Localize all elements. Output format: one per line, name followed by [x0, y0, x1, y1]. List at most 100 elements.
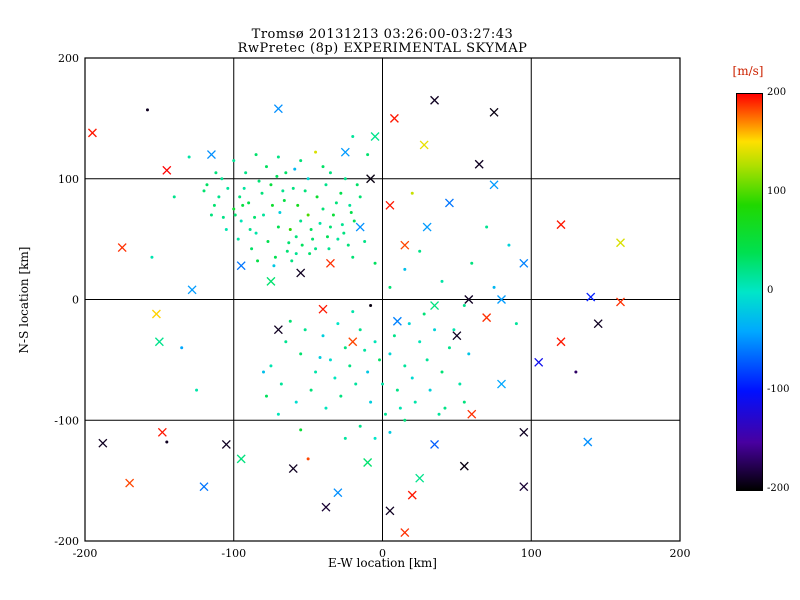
data-point-dot: [433, 328, 437, 332]
data-point-cross: [464, 295, 474, 304]
data-point-cross: [162, 165, 172, 175]
data-point-dot: [299, 352, 303, 356]
data-point-dot: [369, 400, 373, 404]
data-point-dot: [306, 177, 310, 181]
data-point-cross: [392, 316, 402, 326]
data-point-cross: [389, 113, 399, 123]
data-point-dot: [403, 364, 407, 368]
data-point-dot: [333, 376, 337, 380]
data-point-dot: [373, 261, 377, 265]
data-point-dot: [309, 227, 313, 231]
data-point-dot: [299, 428, 303, 432]
data-point-dot: [363, 240, 367, 244]
data-point-dot: [366, 370, 370, 374]
data-point-dot: [224, 227, 228, 231]
data-point-dot: [278, 211, 282, 215]
data-point-dot: [392, 334, 396, 338]
data-point-cross: [556, 220, 566, 230]
data-point-dot: [205, 183, 209, 187]
data-point-dot: [410, 376, 414, 380]
data-point-cross: [370, 132, 380, 141]
data-point-cross: [273, 104, 283, 114]
data-point-dot: [254, 231, 258, 235]
data-point-dot: [293, 167, 297, 171]
data-point-dot: [262, 213, 265, 217]
data-point-dot: [233, 213, 237, 217]
data-point-dot: [340, 223, 344, 227]
data-point-dot: [315, 195, 319, 199]
data-point-dot: [275, 174, 279, 178]
data-point-dot: [373, 436, 377, 440]
data-point-cross: [221, 439, 231, 449]
data-point-dot: [214, 171, 218, 175]
data-point-dot: [373, 340, 377, 344]
data-point-dot: [440, 279, 444, 283]
data-point-dot: [254, 153, 258, 157]
data-point-dot: [150, 255, 154, 259]
data-point-cross: [266, 276, 276, 286]
data-point-cross: [519, 482, 529, 492]
data-point-dot: [418, 340, 422, 344]
data-point-dot: [244, 171, 248, 175]
data-point-dot: [325, 235, 329, 239]
data-point-cross: [430, 95, 440, 105]
data-point-dot: [395, 388, 399, 392]
data-point-dot: [248, 227, 252, 231]
data-point-cross: [556, 337, 566, 347]
data-point-cross: [288, 464, 298, 474]
data-point-cross: [325, 258, 335, 268]
data-point-dot: [256, 259, 260, 263]
data-point-cross: [489, 180, 499, 190]
data-point-dot: [290, 259, 294, 263]
data-point-dot: [358, 424, 362, 428]
data-point-cross: [497, 295, 506, 304]
data-point-dot: [262, 370, 265, 374]
data-point-cross: [430, 301, 440, 310]
data-point-cross: [117, 243, 127, 253]
data-point-dot: [514, 322, 518, 326]
data-point-cross: [355, 222, 365, 232]
data-point-dot: [195, 388, 199, 392]
data-point-dot: [328, 358, 332, 362]
data-point-dot: [281, 189, 285, 193]
data-point-dot: [388, 285, 392, 289]
data-point-dot: [276, 155, 280, 159]
x-tick-label: 200: [670, 547, 691, 560]
data-point-cross: [586, 292, 596, 302]
data-point-dot: [300, 243, 304, 247]
data-point-dot: [339, 191, 343, 195]
data-point-dot: [343, 177, 347, 181]
data-point-dot: [351, 310, 355, 314]
data-point-dot: [354, 382, 358, 386]
data-point-cross: [422, 222, 432, 232]
data-point-dot: [348, 203, 352, 207]
data-point-cross: [616, 297, 625, 307]
colorbar-tick-label: 200: [767, 87, 787, 98]
colorbar-tick-label: 0: [767, 285, 774, 296]
data-point-cross: [199, 482, 209, 492]
data-point-dot: [410, 191, 414, 195]
data-point-cross: [157, 427, 167, 437]
data-point-dot: [470, 261, 474, 265]
data-point-cross: [366, 174, 376, 184]
data-point-dot: [220, 177, 224, 181]
data-point-dot: [172, 195, 176, 199]
data-point-dot: [363, 348, 367, 352]
data-point-dot: [232, 207, 236, 211]
data-point-cross: [400, 528, 410, 538]
data-point-cross: [318, 304, 328, 314]
data-point-dot: [314, 247, 318, 251]
data-point-dot: [443, 406, 447, 410]
data-point-dot: [358, 328, 362, 332]
data-point-dot: [264, 394, 268, 398]
data-point-cross: [363, 458, 373, 467]
data-point-dot: [253, 215, 257, 219]
data-point-dot: [270, 203, 274, 207]
colorbar-units-label: [m/s]: [732, 64, 764, 78]
data-point-cross: [296, 268, 306, 278]
data-point-dot: [336, 322, 340, 326]
data-point-cross: [482, 313, 492, 323]
data-point-dot: [212, 203, 216, 207]
